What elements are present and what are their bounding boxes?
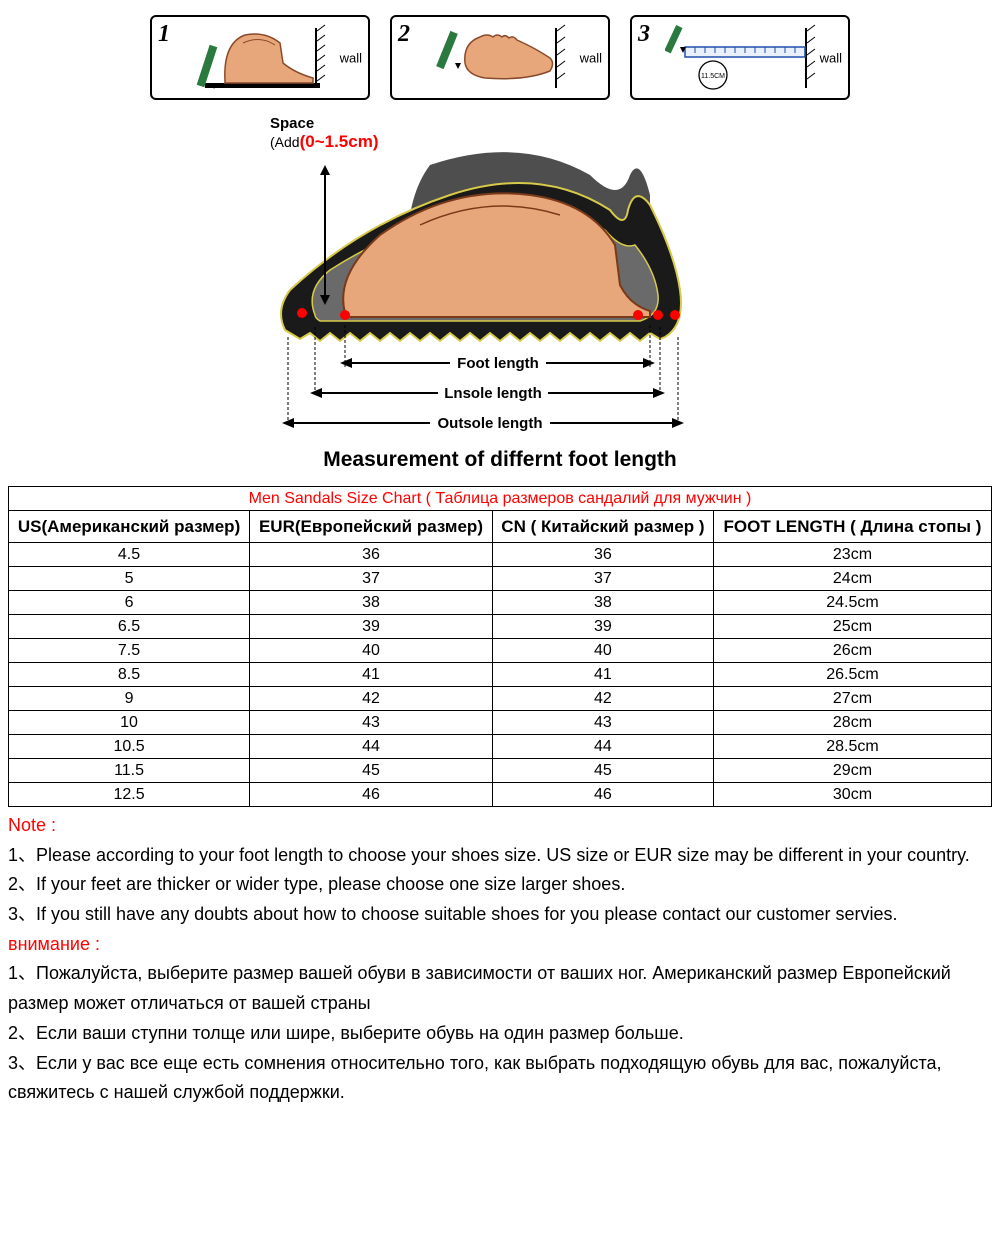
table-row: 10434328cm	[9, 711, 992, 735]
table-cell: 6	[9, 591, 250, 615]
space-add: (Add	[270, 134, 300, 150]
table-cell: 45	[492, 759, 713, 783]
table-cell: 40	[492, 639, 713, 663]
note-line: 2、Если ваши ступни толще или шире, выбер…	[8, 1019, 992, 1049]
table-cell: 41	[492, 663, 713, 687]
insole-length-label: Lnsole length	[444, 385, 542, 402]
table-cell: 6.5	[9, 615, 250, 639]
wall-label: wall	[580, 50, 602, 65]
circle-value: 11.5CM	[701, 73, 725, 80]
table-cell: 30cm	[713, 783, 991, 807]
wall-label: wall	[820, 50, 842, 65]
table-cell: 39	[492, 615, 713, 639]
diagram-caption: Measurement of differnt foot length	[0, 448, 1000, 472]
wall-label: wall	[340, 50, 362, 65]
table-cell: 7.5	[9, 639, 250, 663]
step2-foot-top-icon	[425, 23, 575, 93]
table-cell: 42	[250, 687, 493, 711]
table-cell: 26cm	[713, 639, 991, 663]
size-chart-table: Men Sandals Size Chart ( Таблица размеро…	[8, 486, 992, 807]
note-line: 2、If your feet are thicker or wider type…	[8, 870, 992, 900]
col-eur: EUR(Европейский размер)	[250, 511, 493, 543]
note-heading-ru: внимание :	[8, 930, 992, 960]
space-range: (0~1.5cm)	[300, 132, 379, 151]
col-foot-length: FOOT LENGTH ( Длина стопы )	[713, 511, 991, 543]
table-cell: 45	[250, 759, 493, 783]
table-title: Men Sandals Size Chart ( Таблица размеро…	[9, 487, 992, 511]
table-cell: 39	[250, 615, 493, 639]
step3-ruler-icon: 11.5CM	[665, 23, 825, 93]
table-cell: 38	[250, 591, 493, 615]
table-cell: 28.5cm	[713, 735, 991, 759]
table-cell: 36	[492, 543, 713, 567]
table-cell: 28cm	[713, 711, 991, 735]
step1-foot-side-icon	[185, 23, 335, 93]
table-cell: 41	[250, 663, 493, 687]
table-cell: 43	[492, 711, 713, 735]
space-label: Space	[270, 115, 314, 132]
note-line: 3、If you still have any doubts about how…	[8, 900, 992, 930]
note-line: 1、Please according to your foot length t…	[8, 841, 992, 871]
table-cell: 12.5	[9, 783, 250, 807]
table-row: 4.5363623cm	[9, 543, 992, 567]
table-cell: 27cm	[713, 687, 991, 711]
table-cell: 38	[492, 591, 713, 615]
note-line: 3、Если у вас все еще есть сомнения относ…	[8, 1049, 992, 1108]
table-row: 9424227cm	[9, 687, 992, 711]
table-cell: 10.5	[9, 735, 250, 759]
table-row: 7.5404026cm	[9, 639, 992, 663]
table-cell: 5	[9, 567, 250, 591]
step-num: 2	[398, 21, 410, 48]
shoe-diagram-icon: Foot length Lnsole length Outsole length	[220, 115, 780, 435]
table-cell: 8.5	[9, 663, 250, 687]
table-cell: 24.5cm	[713, 591, 991, 615]
col-us: US(Американский размер)	[9, 511, 250, 543]
notes-section: Note : 1、Please according to your foot l…	[8, 811, 992, 1108]
table-row: 11.5454529cm	[9, 759, 992, 783]
table-cell: 43	[250, 711, 493, 735]
step-num: 1	[158, 21, 170, 48]
step-num: 3	[638, 21, 650, 48]
table-cell: 4.5	[9, 543, 250, 567]
step-3: 3 11.5CM wall	[630, 15, 850, 100]
table-cell: 40	[250, 639, 493, 663]
table-row: 10.5444428.5cm	[9, 735, 992, 759]
foot-diagram: Space (Add(0~1.5cm)	[0, 110, 1000, 472]
table-cell: 37	[250, 567, 493, 591]
table-row: 5373724cm	[9, 567, 992, 591]
table-cell: 36	[250, 543, 493, 567]
table-cell: 9	[9, 687, 250, 711]
note-heading: Note :	[8, 811, 992, 841]
step-2: 2 wall	[390, 15, 610, 100]
table-cell: 23cm	[713, 543, 991, 567]
table-cell: 44	[250, 735, 493, 759]
table-cell: 42	[492, 687, 713, 711]
table-cell: 11.5	[9, 759, 250, 783]
table-row: 6383824.5cm	[9, 591, 992, 615]
table-header-row: US(Американский размер) EUR(Европейский …	[9, 511, 992, 543]
outsole-length-label: Outsole length	[438, 415, 543, 432]
step-1: 1 wall	[150, 15, 370, 100]
table-cell: 24cm	[713, 567, 991, 591]
table-row: 6.5393925cm	[9, 615, 992, 639]
note-line: 1、Пожалуйста, выберите размер вашей обув…	[8, 959, 992, 1018]
table-cell: 37	[492, 567, 713, 591]
measurement-steps: 1 wall 2 wall 3	[0, 0, 1000, 110]
table-cell: 46	[250, 783, 493, 807]
table-row: 8.5414126.5cm	[9, 663, 992, 687]
table-cell: 29cm	[713, 759, 991, 783]
table-cell: 10	[9, 711, 250, 735]
table-cell: 46	[492, 783, 713, 807]
col-cn: CN ( Китайский размер )	[492, 511, 713, 543]
table-cell: 44	[492, 735, 713, 759]
table-row: 12.5464630cm	[9, 783, 992, 807]
foot-length-label: Foot length	[457, 355, 539, 372]
table-cell: 26.5cm	[713, 663, 991, 687]
table-cell: 25cm	[713, 615, 991, 639]
